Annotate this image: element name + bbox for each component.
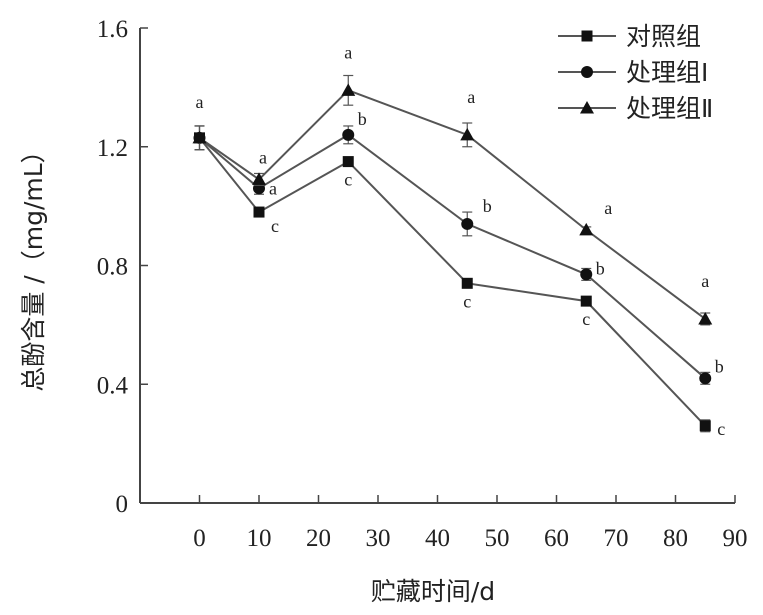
data-point [460, 127, 475, 141]
legend-item: 处理组Ⅱ [558, 94, 713, 123]
x-tick-label: 90 [723, 525, 748, 552]
y-tick-label: 0 [116, 491, 129, 518]
legend-item: 对照组 [558, 22, 701, 51]
legend-marker [581, 66, 593, 78]
data-point [252, 172, 266, 185]
series-line [198, 89, 706, 320]
data-point [579, 222, 594, 236]
x-tick-label: 40 [425, 525, 450, 552]
y-ticks: 0 0.4 0.8 1.2 1.6 [97, 16, 148, 518]
data-point [341, 83, 356, 96]
y-tick-label: 1.2 [97, 135, 128, 162]
legend-marker [580, 101, 594, 114]
data-point [342, 128, 355, 141]
y-tick-label: 0.4 [97, 372, 129, 399]
significance-label: a [344, 42, 352, 62]
x-tick-label: 80 [663, 525, 688, 552]
legend-label: 处理组Ⅱ [626, 94, 713, 123]
x-axis-title: 贮藏时间/d [371, 577, 495, 606]
data-point [192, 130, 207, 144]
x-tick-label: 10 [247, 525, 272, 552]
series-group [192, 74, 713, 433]
data-point [342, 156, 354, 168]
x-tick-label: 70 [604, 525, 629, 552]
data-point [699, 372, 712, 385]
significance-label: b [358, 109, 367, 129]
significance-label: c [344, 170, 352, 190]
x-tick-label: 20 [306, 525, 331, 552]
x-ticks: 0 10 20 30 40 50 60 70 80 90 [193, 495, 748, 552]
significance-label: c [582, 309, 590, 329]
series-triangle [192, 74, 713, 326]
data-point [253, 206, 265, 218]
significance-label: a [269, 178, 277, 198]
series-square [194, 125, 711, 433]
significance-label: b [715, 356, 724, 376]
significance-label: c [463, 291, 471, 311]
significance-label: c [271, 216, 279, 236]
significance-label: a [259, 147, 267, 167]
series-line [198, 133, 706, 380]
significance-label: c [717, 419, 725, 439]
data-point [461, 277, 473, 289]
significance-label: a [196, 92, 204, 112]
x-tick-label: 0 [193, 525, 206, 552]
significance-label: b [483, 196, 492, 216]
x-tick-label: 60 [544, 525, 569, 552]
x-tick-label: 30 [366, 525, 391, 552]
legend-label: 处理组Ⅰ [626, 58, 708, 87]
significance-label: a [467, 87, 475, 107]
significance-label: a [604, 198, 612, 218]
series-circle [193, 125, 712, 385]
significance-label: b [596, 258, 605, 278]
data-point [580, 295, 592, 307]
y-tick-label: 0.8 [97, 254, 128, 281]
y-tick-label: 1.6 [97, 16, 128, 43]
legend-label: 对照组 [626, 22, 701, 51]
significance-label: a [701, 271, 709, 291]
data-point [699, 420, 711, 432]
legend-item: 处理组Ⅰ [558, 58, 708, 87]
data-point [461, 217, 474, 230]
data-point [698, 311, 713, 325]
series-line [198, 137, 706, 427]
x-tick-label: 50 [485, 525, 510, 552]
legend-marker [581, 30, 593, 42]
data-point [580, 268, 593, 281]
y-axis-title: 总酚含量 /（mg/mL） [19, 138, 48, 391]
